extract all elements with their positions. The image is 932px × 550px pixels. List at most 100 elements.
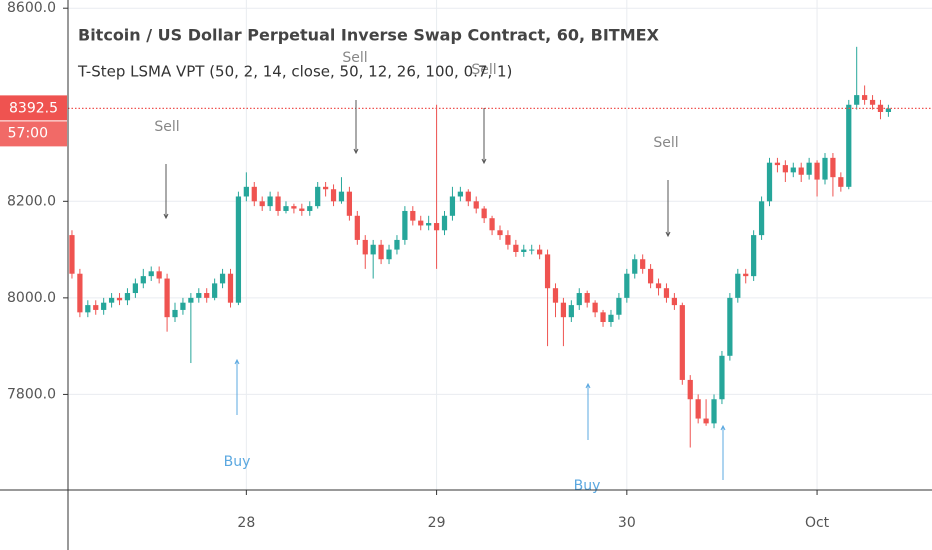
price-label: 8392.5 <box>9 100 58 116</box>
signal-arrowhead <box>720 424 726 431</box>
countdown-label: 57:00 <box>8 125 48 141</box>
candle-body <box>108 297 115 303</box>
signal-label: Sell <box>154 119 179 135</box>
candle-body <box>790 167 796 173</box>
signal-arrowhead <box>585 382 591 389</box>
candle-body <box>774 162 781 166</box>
candle-body <box>251 186 257 202</box>
candle-body <box>291 206 297 209</box>
candle-body <box>862 95 868 100</box>
candle-body <box>489 218 495 231</box>
candle-body <box>727 297 733 356</box>
candle-body <box>671 297 678 306</box>
signal-label: Buy <box>224 454 251 470</box>
signal-arrowhead <box>353 148 359 155</box>
candle-body <box>497 230 503 236</box>
candle-body <box>687 379 693 400</box>
candle-body <box>869 99 876 105</box>
candle-body <box>846 104 852 187</box>
candle-body <box>838 177 844 187</box>
y-tick-label: 8600.0 <box>7 0 56 16</box>
candle-body <box>299 208 305 211</box>
candle-body <box>426 223 432 226</box>
candle-body <box>465 191 471 202</box>
candle-body <box>830 157 836 178</box>
candle-body <box>735 273 741 298</box>
candle-body <box>283 206 289 211</box>
candle-body <box>529 249 535 251</box>
candle-body <box>243 186 249 197</box>
x-tick-label: 28 <box>237 515 255 531</box>
candle-body <box>370 244 376 255</box>
candle-body <box>647 268 654 284</box>
candle-body <box>227 273 234 303</box>
candle-body <box>600 312 606 322</box>
candle-body <box>77 273 83 313</box>
candle-body <box>640 259 646 269</box>
y-tick-label: 8000.0 <box>7 290 56 306</box>
candle-body <box>402 210 408 240</box>
candle-body <box>576 293 582 306</box>
candle-body <box>537 249 543 255</box>
candle-body <box>505 235 511 245</box>
candle-body <box>552 288 559 303</box>
candle-body <box>743 273 749 277</box>
chart-title: Bitcoin / US Dollar Perpetual Inverse Sw… <box>78 26 660 45</box>
x-tick-label: Oct <box>805 515 830 531</box>
signal-arrowhead <box>481 158 487 165</box>
candle-body <box>885 108 892 112</box>
candle-body <box>267 196 273 207</box>
candle-body <box>457 191 463 197</box>
candle-body <box>116 297 123 301</box>
candle-body <box>85 305 91 313</box>
signal-arrowhead <box>234 358 240 365</box>
candle-body <box>616 297 622 315</box>
signal-label: Sell <box>471 62 496 78</box>
candle-body <box>69 235 75 274</box>
candle-body <box>362 239 368 255</box>
candle-body <box>441 215 448 231</box>
candle-body <box>433 223 440 231</box>
candle-body <box>346 191 353 216</box>
candle-body <box>180 302 186 310</box>
candle-body <box>758 201 765 236</box>
candle-body <box>854 95 860 105</box>
candle-body <box>132 283 138 294</box>
candle-body <box>418 220 424 226</box>
candle-body <box>172 309 178 318</box>
candle-body <box>560 302 567 318</box>
candle-body <box>592 302 598 313</box>
candle-body <box>624 273 630 298</box>
candle-body <box>330 189 337 202</box>
overlay: Sell Sell Sell Sell Buy Buy <box>68 50 932 494</box>
candle-body <box>711 399 717 424</box>
candle-body <box>703 418 709 424</box>
signal-label: Sell <box>653 135 678 151</box>
candle-body <box>584 293 590 303</box>
candle-body <box>449 196 456 216</box>
candle-body <box>124 293 131 301</box>
candle-body <box>822 157 828 180</box>
candle-body <box>219 273 226 284</box>
candle-body <box>101 302 107 310</box>
candle-body <box>235 196 242 303</box>
candle-body <box>806 162 812 175</box>
candle-body <box>188 297 194 303</box>
candle-body <box>322 186 329 190</box>
x-tick-label: 30 <box>618 515 636 531</box>
candle-body <box>307 206 313 211</box>
candle-body <box>196 293 202 298</box>
x-tick-label: 29 <box>428 515 446 531</box>
candle-body <box>544 254 551 289</box>
candle-body <box>695 399 701 419</box>
candle-body <box>568 305 574 318</box>
candle-body <box>751 235 757 277</box>
y-tick-label: 7800.0 <box>7 386 56 402</box>
signal-arrowhead <box>665 231 671 238</box>
price-label-box <box>0 95 67 121</box>
candle-body <box>212 283 218 298</box>
candle-body <box>156 271 162 279</box>
candle-body <box>513 244 519 252</box>
candle-body <box>394 239 400 250</box>
